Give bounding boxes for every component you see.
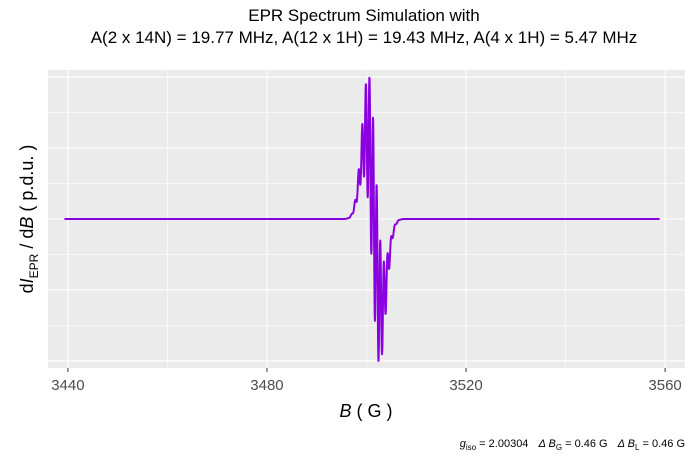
x-tick-label: 3480	[250, 377, 283, 394]
y-axis-label: dIEPR / dB ( p.d.u. )	[17, 145, 41, 294]
spectrum-line	[63, 76, 661, 362]
x-tick-label: 3560	[648, 377, 681, 394]
x-tick-label: 3520	[449, 377, 482, 394]
chart-title-line-1: EPR Spectrum Simulation with	[248, 6, 479, 25]
chart-title-line-2: A(2 x 14N) = 19.77 MHz, A(12 x 1H) = 19.…	[91, 28, 638, 47]
x-tick-label: 3440	[51, 377, 84, 394]
svg-text:dIEPR / dB ( p.d.u. ): dIEPR / dB ( p.d.u. )	[17, 145, 41, 294]
x-axis-label: B ( G )	[339, 401, 392, 421]
x-axis-ticks: 3440 3480 3520 3560	[51, 368, 682, 394]
